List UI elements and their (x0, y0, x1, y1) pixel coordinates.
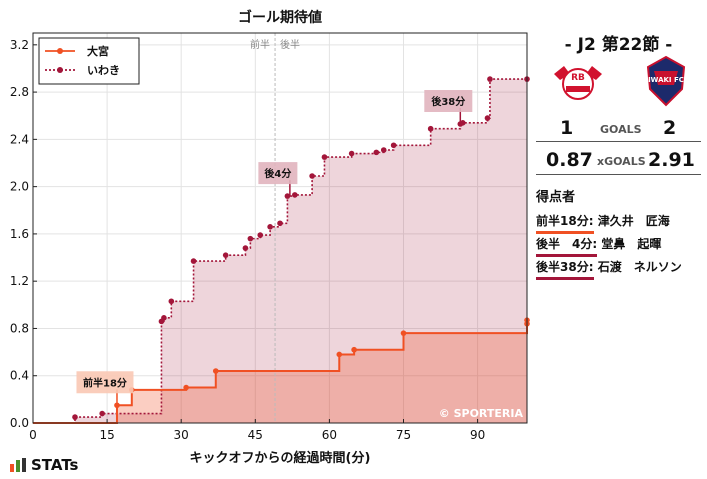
y-tick-label: 0.8 (10, 321, 29, 335)
x-tick-label: 30 (174, 428, 189, 442)
divider (536, 174, 701, 175)
annotation-box (424, 90, 473, 112)
x-tick-label: 60 (322, 428, 337, 442)
y-tick-label: 2.0 (10, 180, 29, 194)
legend-marker (57, 67, 63, 73)
data-point (222, 252, 229, 258)
annotation-label: 前半18分 (83, 376, 127, 389)
legend-label: いわき (87, 64, 120, 77)
stats-bars-icon (10, 458, 26, 472)
data-point (351, 346, 357, 353)
chart-title: ゴール期待値 (238, 9, 322, 26)
match-panel: - J2 第22節 - RB IWAKI FC 1 GOALS 2 0.87 x… (530, 0, 707, 479)
scorer-time: 後半38分: (536, 258, 594, 280)
data-point (114, 402, 120, 409)
annotation-label: 後4分 (264, 167, 291, 180)
annotation-label: 後38分 (431, 95, 465, 108)
data-point (459, 120, 466, 126)
divider (536, 141, 701, 142)
xg-chart: ゴール期待値 0.0 0.4 0.8 1.2 1.6 2.0 2.4 2.8 3.2 0 15 30 4… (10, 9, 530, 466)
away-crest-icon: IWAKI FC (646, 55, 686, 107)
data-point (484, 115, 491, 121)
data-point (321, 154, 328, 160)
away-xg: 2.91 (648, 149, 695, 171)
series-line (33, 320, 528, 424)
x-axis-label: キックオフからの経過時間(分) (190, 450, 371, 466)
legend-label: 大宮 (87, 44, 109, 58)
data-point (183, 384, 189, 391)
data-point (487, 76, 493, 82)
home-crest-text: RB (571, 73, 585, 83)
plot-frame (32, 32, 528, 424)
x-tick-label: 75 (396, 428, 411, 442)
watermark: © SPORTERIA (439, 407, 524, 420)
data-point (390, 142, 397, 149)
data-point (400, 330, 407, 336)
annotation-box (258, 162, 298, 185)
y-tick-label: 2.8 (10, 85, 29, 99)
y-tick-label: 0.4 (10, 369, 29, 383)
data-point (427, 125, 434, 132)
brand-name: STATs (31, 456, 79, 474)
data-point (168, 298, 175, 305)
scorer-row: 後半38分: 石渡 ネルソン (536, 258, 682, 280)
brand-logo: STATs (10, 456, 78, 474)
legend-marker (57, 48, 63, 54)
data-point (373, 149, 380, 156)
away-goals: 2 (663, 117, 677, 139)
data-point (348, 150, 355, 157)
scorer-time: 前半18分: (536, 212, 594, 234)
data-point (267, 224, 273, 230)
data-point (242, 245, 249, 251)
data-point (190, 258, 197, 264)
away-crest-text: IWAKI FC (648, 76, 684, 84)
data-point (292, 192, 298, 198)
y-tick-label: 0.0 (10, 416, 29, 430)
halftime-label: 後半 (280, 38, 300, 51)
data-point (380, 147, 387, 153)
data-point (72, 414, 78, 420)
home-xg: 0.87 (546, 149, 593, 171)
plot-area: 0.0 0.4 0.8 1.2 1.6 2.0 2.4 2.8 3.2 0 15 30 45 60 75 90… (10, 32, 530, 442)
data-point (99, 410, 105, 417)
annotation-box (76, 371, 134, 394)
data-point (212, 368, 219, 374)
scorer-row: 後半 4分: 堂鼻 起暉 (536, 235, 661, 257)
y-tick-label: 2.4 (10, 132, 29, 146)
scorers-title: 得点者 (536, 190, 576, 205)
home-goals: 1 (560, 117, 574, 139)
x-tick-label: 90 (470, 428, 485, 442)
data-point (161, 315, 167, 321)
data-point (309, 173, 315, 179)
y-tick-label: 1.6 (10, 227, 29, 241)
y-tick-label: 3.2 (10, 38, 29, 52)
y-tick-label: 1.2 (10, 274, 29, 288)
legend-box (38, 37, 140, 85)
goals-label: GOALS (600, 123, 642, 136)
home-crest-icon: RB (554, 66, 602, 100)
xg-label: xGOALS (597, 155, 646, 168)
data-point (277, 220, 283, 227)
data-point (284, 193, 291, 199)
halftime-label: 前半 (250, 38, 270, 51)
scorer-name: 津久井 匠海 (597, 214, 670, 228)
x-tick-label: 15 (99, 428, 114, 442)
scorer-name: 石渡 ネルソン (597, 260, 682, 274)
x-tick-label: 45 (248, 428, 263, 442)
data-point (247, 235, 254, 242)
data-point (257, 232, 264, 238)
x-tick-label: 0 (29, 428, 37, 442)
scorer-time: 後半 4分: (536, 235, 598, 257)
scorer-row: 前半18分: 津久井 匠海 (536, 212, 670, 234)
scorer-name: 堂鼻 起暉 (601, 237, 662, 251)
matchday-title: - J2 第22節 - (564, 35, 673, 55)
data-point (336, 351, 343, 358)
